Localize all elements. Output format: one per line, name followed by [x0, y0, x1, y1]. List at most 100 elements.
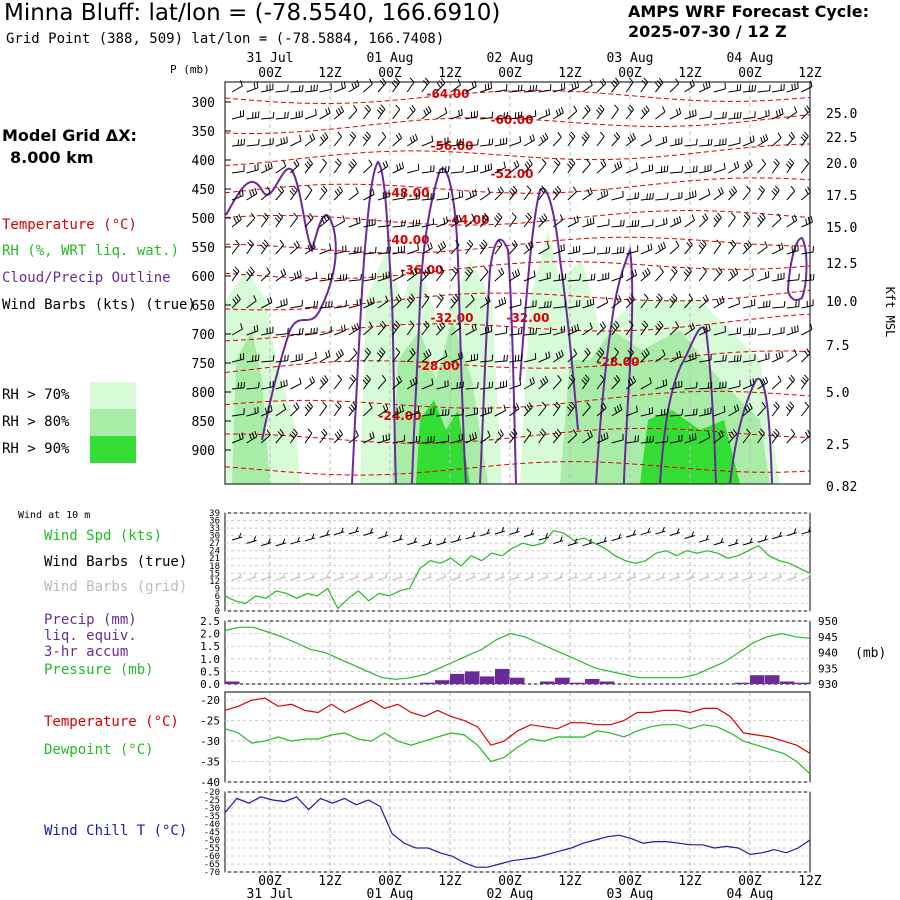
wind-barb [785, 401, 795, 417]
wind-barb [231, 213, 242, 228]
wind-barb [333, 348, 344, 363]
wind-barb [757, 133, 769, 147]
wind-barb [363, 78, 373, 93]
wind-barb [290, 159, 300, 174]
precip-liq-label: liq. equiv. [44, 628, 137, 644]
wind-barb-grid [275, 572, 286, 581]
wind-barb [772, 272, 785, 282]
precip-label: Precip (mm) [44, 612, 137, 628]
wind-barb [494, 380, 507, 390]
wind-barb [625, 104, 634, 120]
wind-barb [611, 320, 620, 336]
wind-barb [289, 428, 298, 444]
wind-barb [260, 186, 271, 201]
wind-barb [552, 158, 561, 174]
wind-barb [611, 132, 621, 147]
legend-barbs: Wind Barbs (kts) (true) [2, 297, 196, 313]
legend-rh90-label: RH > 90% [2, 441, 70, 457]
wind-barb [625, 320, 634, 336]
wind-barb [552, 428, 562, 444]
wind-barb-true [567, 538, 578, 547]
wind-barb [742, 354, 756, 363]
temperature-contour-label: -32.00 [431, 311, 474, 325]
wind-barb [669, 165, 684, 174]
wind-barb [231, 353, 245, 363]
wind-barb [713, 138, 727, 147]
wind-barb [582, 187, 593, 201]
wind-barb [479, 187, 491, 201]
wind-barb [319, 132, 329, 147]
wind-barb [786, 185, 796, 201]
temperature-panel [224, 691, 811, 783]
wind-barb [582, 104, 591, 120]
wind-barb-grid [786, 572, 797, 581]
wind-barb [348, 216, 361, 228]
wind-barb [450, 322, 462, 336]
wind-barb [377, 246, 391, 255]
wind-barb [348, 105, 358, 120]
wind-barb [655, 349, 666, 363]
wind-barb [406, 105, 416, 120]
wind-barb [698, 239, 707, 255]
temperature-contour-label: -24.00 [379, 409, 422, 423]
wind-barb [421, 218, 434, 228]
hour-label-bottom: 00Z [738, 874, 762, 889]
wind-barb [436, 266, 445, 282]
wind-barb [260, 405, 273, 417]
wind-barb [567, 186, 577, 201]
wind-barb [377, 374, 387, 390]
dewpoint-label: Dewpoint (°C) [44, 742, 154, 758]
wind-barb [392, 294, 402, 309]
wind-barb [655, 77, 664, 93]
height-tick: 20.0 [826, 157, 857, 172]
wind-barb [465, 239, 474, 255]
wind-barb [231, 432, 244, 444]
wind-barb [567, 323, 580, 336]
wind-barb [436, 321, 446, 336]
wind-barb [231, 294, 241, 309]
wind-barb [655, 165, 669, 174]
temperature-contour-label: -48.00 [387, 186, 430, 200]
wind-barb [538, 300, 552, 309]
wind-barb [304, 213, 314, 228]
wind-barb [786, 349, 798, 363]
precip-pressure-panel [224, 620, 811, 685]
wind-barb [771, 375, 782, 390]
wind-barb [699, 407, 712, 417]
wind-barb [538, 84, 552, 93]
precip-accum-label: 3-hr accum [44, 644, 129, 660]
wind-barb [494, 429, 504, 444]
wind-barb [508, 212, 517, 228]
wind-barb [377, 433, 390, 444]
wind-barb [261, 354, 275, 363]
wind-barb-true [640, 527, 651, 536]
wind-barb [421, 135, 434, 147]
wind-barb [480, 406, 493, 417]
wind-barb [465, 407, 479, 417]
wind-barb [699, 164, 712, 174]
wind-barb [435, 293, 444, 309]
wind-barb [406, 320, 415, 336]
date-label-bottom: 03 Aug [607, 887, 654, 900]
wind-barb [757, 300, 771, 309]
wind-barb [465, 323, 477, 336]
temperature-tick: -20 [200, 694, 220, 707]
wind-speed-tick: 6 [215, 592, 220, 602]
grid-point-subtitle: Grid Point (388, 509) lat/lon = (-78.588… [6, 31, 445, 47]
wind-chill-line [224, 796, 811, 868]
wind-barb-grid [392, 572, 403, 581]
wind-barb [333, 105, 345, 120]
wind-barb-grid [465, 572, 476, 581]
pressure-tick: 700 [192, 328, 215, 343]
wind-barb [728, 380, 741, 390]
pressure-tick: 300 [192, 96, 215, 111]
height-tick: 25.0 [826, 107, 857, 122]
wind-barb [480, 138, 494, 147]
wind-barb [728, 404, 740, 417]
wind-barb [363, 321, 373, 336]
precip-bar [450, 673, 465, 684]
wind-barb [290, 240, 300, 255]
legend-temperature: Temperature (°C) [2, 217, 137, 233]
wind-barb [640, 192, 654, 201]
wind-barb [480, 325, 493, 336]
